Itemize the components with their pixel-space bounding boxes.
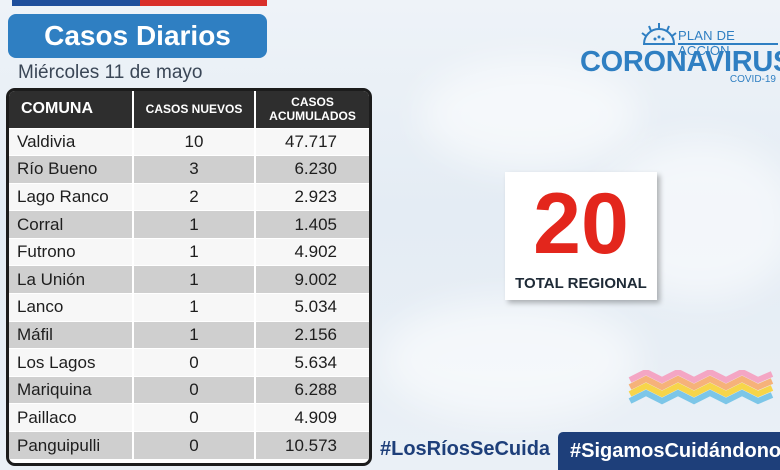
logo-name: CORONAVIRUS xyxy=(580,46,780,78)
comuna-cell: Máfil xyxy=(9,320,134,349)
casos-nuevos-cell: 1 xyxy=(133,210,256,239)
casos-acumulados-cell: 5.634 xyxy=(255,348,369,377)
casos-acumulados-cell: 4.909 xyxy=(255,403,369,432)
comuna-cell: Corral xyxy=(9,210,134,239)
table-row: Los Lagos 0 5.634 xyxy=(9,348,369,377)
comuna-cell: Panguipulli xyxy=(9,431,134,460)
comuna-cell: Valdivia xyxy=(9,127,134,156)
casos-acumulados-cell: 2.923 xyxy=(255,182,369,211)
casos-nuevos-cell: 0 xyxy=(133,348,256,377)
casos-nuevos-cell: 10 xyxy=(133,127,256,156)
flag-blue-bar xyxy=(12,0,140,6)
casos-acumulados-cell: 6.230 xyxy=(255,155,369,184)
casos-nuevos-cell: 0 xyxy=(133,375,256,404)
hashtag-sigamos: #SigamosCuidándonos xyxy=(558,432,780,470)
casos-acumulados-cell: 1.405 xyxy=(255,210,369,239)
casos-acumulados-cell: 5.034 xyxy=(255,293,369,322)
column-header-comuna: COMUNA xyxy=(9,91,134,128)
casos-nuevos-cell: 1 xyxy=(133,293,256,322)
casos-acumulados-cell: 10.573 xyxy=(255,431,369,460)
report-date: Miércoles 11 de mayo xyxy=(18,62,203,83)
total-value: 20 xyxy=(533,176,629,272)
casos-nuevos-cell: 1 xyxy=(133,237,256,266)
column-header-casos-nuevos: CASOS NUEVOS xyxy=(133,91,256,128)
flag-strip xyxy=(12,0,267,6)
comuna-cell: Paillaco xyxy=(9,403,134,432)
comuna-cell: Mariquina xyxy=(9,375,134,404)
table-row: La Unión 1 9.002 xyxy=(9,265,369,294)
casos-nuevos-cell: 1 xyxy=(133,320,256,349)
total-label: TOTAL REGIONAL xyxy=(515,275,647,292)
logo-subtitle: COVID-19 xyxy=(729,74,776,85)
table-row: Mariquina 0 6.288 xyxy=(9,375,369,404)
table-row: Futrono 1 4.902 xyxy=(9,237,369,266)
casos-nuevos-cell: 3 xyxy=(133,155,256,184)
casos-acumulados-cell: 2.156 xyxy=(255,320,369,349)
table-row: Lago Ranco 2 2.923 xyxy=(9,182,369,211)
table-row: Río Bueno 3 6.230 xyxy=(9,155,369,184)
sun-icon xyxy=(641,23,677,45)
coronavirus-plan-logo: PLAN DE ACCIÓN CORONAVIRUS COVID-19 xyxy=(578,22,780,86)
comuna-cell: Futrono xyxy=(9,237,134,266)
casos-nuevos-cell: 2 xyxy=(133,182,256,211)
column-header-casos-acumulados: CASOS ACUMULADOS xyxy=(255,91,369,128)
logo-underline xyxy=(678,43,778,45)
casos-acumulados-cell: 4.902 xyxy=(255,237,369,266)
casos-nuevos-cell: 0 xyxy=(133,403,256,432)
casos-nuevos-cell: 0 xyxy=(133,431,256,460)
los-rios-wave-logo xyxy=(628,370,774,405)
cases-table: COMUNA CASOS NUEVOS CASOS ACUMULADOS Val… xyxy=(6,88,372,466)
table-row: Paillaco 0 4.909 xyxy=(9,403,369,432)
table-row: Máfil 1 2.156 xyxy=(9,320,369,349)
casos-acumulados-cell: 6.288 xyxy=(255,375,369,404)
flag-red-bar xyxy=(139,0,267,6)
comuna-cell: La Unión xyxy=(9,265,134,294)
casos-nuevos-cell: 1 xyxy=(133,265,256,294)
total-regional-card: 20 TOTAL REGIONAL xyxy=(505,172,657,300)
comuna-cell: Los Lagos xyxy=(9,348,134,377)
page-title: Casos Diarios xyxy=(8,14,267,58)
table-row: Corral 1 1.405 xyxy=(9,210,369,239)
casos-acumulados-cell: 47.717 xyxy=(255,127,369,156)
comuna-cell: Río Bueno xyxy=(9,155,134,184)
comuna-cell: Lago Ranco xyxy=(9,182,134,211)
hashtag-los-rios: #LosRíosSeCuida xyxy=(380,438,551,460)
comuna-cell: Lanco xyxy=(9,293,134,322)
table-row: Valdivia 10 47.717 xyxy=(9,127,369,156)
table-row: Lanco 1 5.034 xyxy=(9,293,369,322)
logo-plan-text: PLAN DE ACCIÓN xyxy=(678,28,736,58)
table-row: Panguipulli 0 10.573 xyxy=(9,431,369,460)
casos-acumulados-cell: 9.002 xyxy=(255,265,369,294)
